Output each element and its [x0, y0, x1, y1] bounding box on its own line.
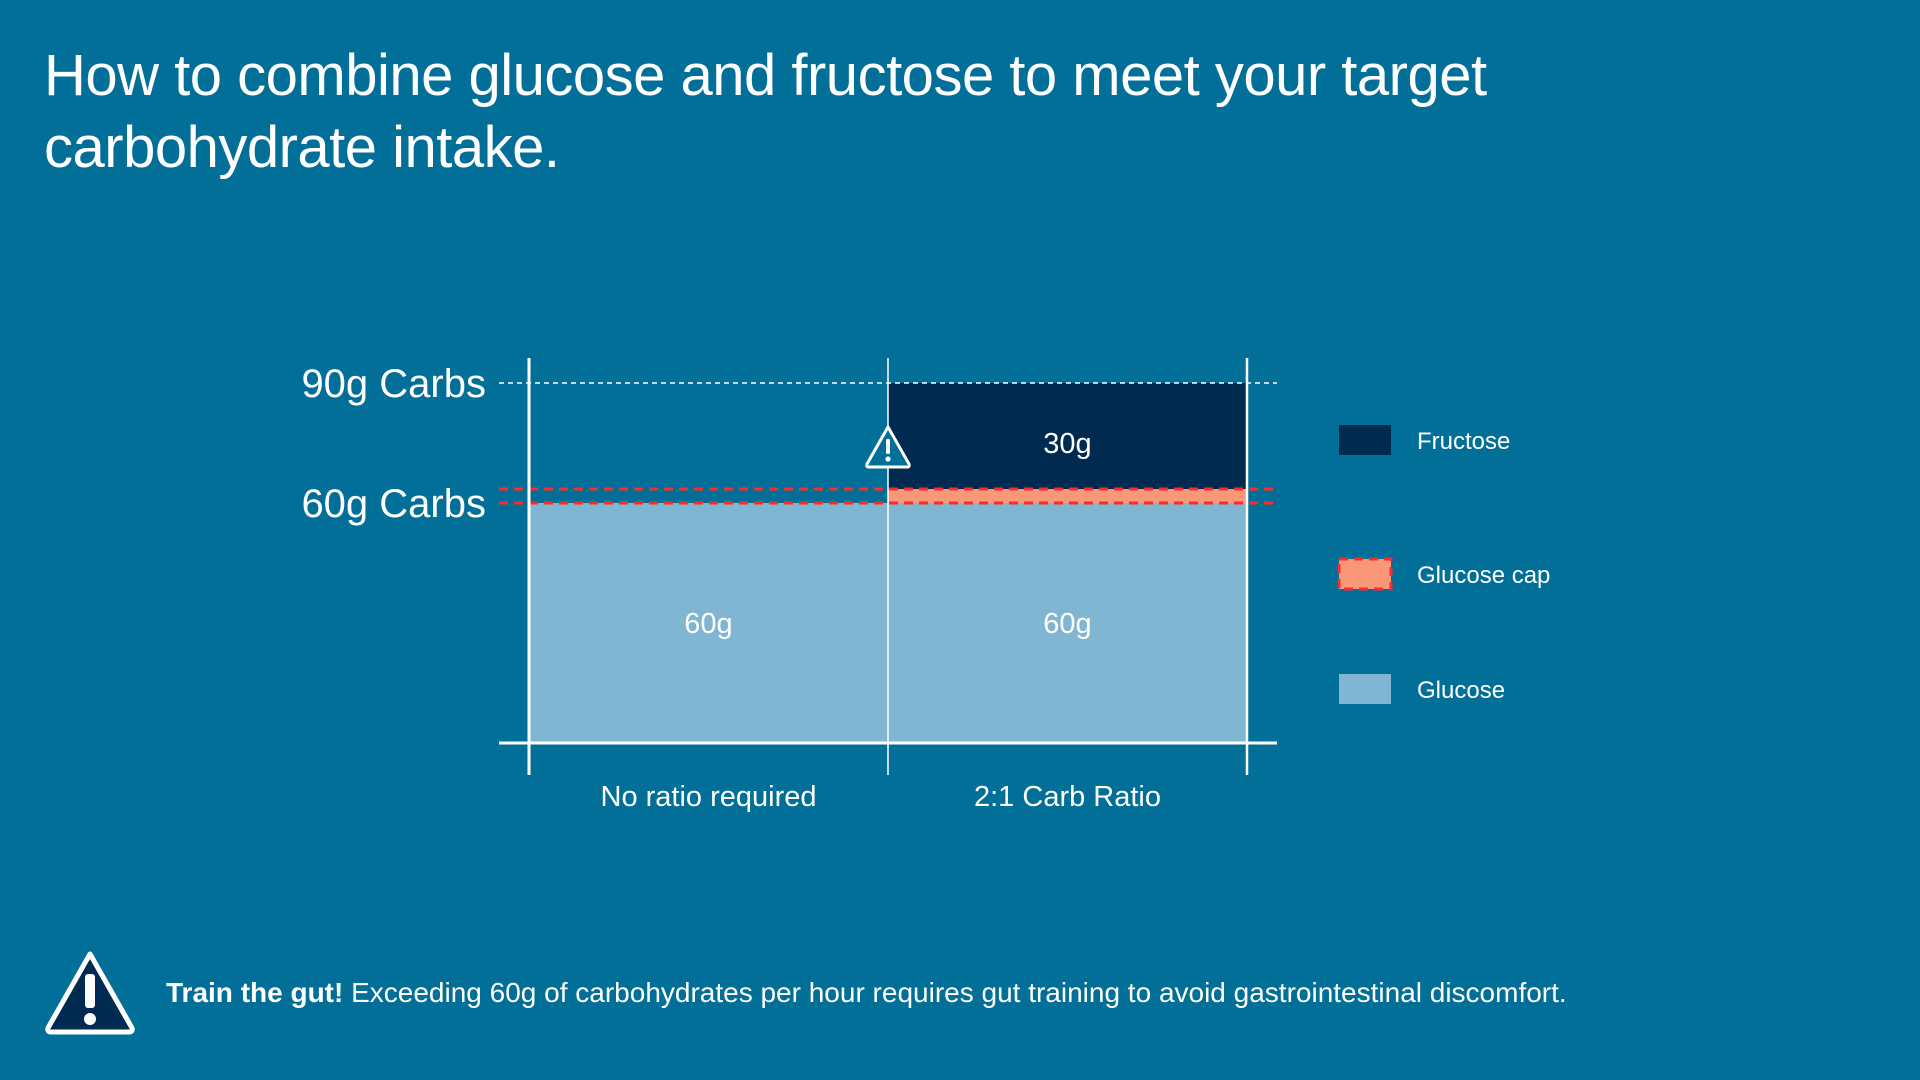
footer-body-text: Exceeding 60g of carbohydrates per hour …	[343, 977, 1567, 1008]
category-label-0: No ratio required	[601, 781, 817, 813]
data-label-glucose-0: 60g	[684, 608, 732, 640]
legend-swatch-glucose-cap	[1337, 557, 1393, 591]
footer-bold-text: Train the gut!	[166, 977, 344, 1008]
data-label-glucose-1: 60g	[1043, 608, 1091, 640]
legend-swatch-glucose	[1339, 674, 1391, 704]
page-title: How to combine glucose and fructose to m…	[44, 43, 1487, 180]
warning-triangle-icon	[45, 951, 135, 1035]
warning-mark-bar	[886, 439, 890, 454]
footer-text: Train the gut! Exceeding 60g of carbohyd…	[166, 976, 1567, 1010]
legend-label-glucose-cap: Glucose cap	[1417, 562, 1550, 589]
legend-label-glucose: Glucose	[1417, 677, 1505, 704]
bar-glucose-1	[888, 503, 1247, 743]
warning-mark-dot	[885, 456, 891, 462]
legend-label-fructose: Fructose	[1417, 428, 1510, 455]
glucose-cap-band	[888, 489, 1247, 503]
legend-swatch-fructose	[1339, 425, 1391, 455]
bar-glucose-0	[529, 503, 888, 743]
warning-triangle-icon	[865, 425, 911, 469]
reference-label-90: 90g Carbs	[301, 362, 486, 406]
footer-note: Train the gut! Exceeding 60g of carbohyd…	[44, 948, 1864, 1036]
bar-fructose-1	[888, 383, 1247, 503]
reference-label-60: 60g Carbs	[301, 482, 486, 526]
category-label-1: 2:1 Carb Ratio	[974, 781, 1161, 813]
data-label-fructose-1: 30g	[1043, 428, 1091, 460]
